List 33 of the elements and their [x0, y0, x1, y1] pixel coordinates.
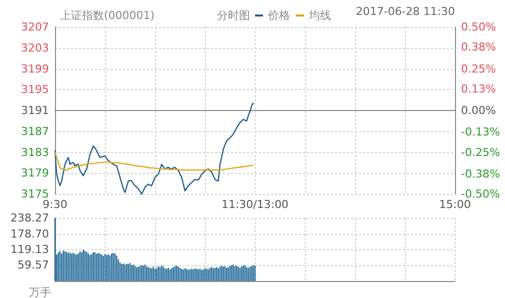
- legend-label: 价格: [267, 9, 290, 22]
- y2-tick-label: 0.25%: [461, 62, 496, 76]
- y-tick-label: 3175: [21, 188, 49, 200]
- x-tick-label: 15:00: [439, 198, 471, 211]
- y-axis-title: 万手: [29, 286, 51, 298]
- y-tick-label: 119.13: [10, 243, 49, 256]
- y2-tick-label: -0.50%: [461, 188, 500, 200]
- chart-subtitle: 分时图: [217, 9, 250, 22]
- x-tick-label: 9:30: [42, 198, 68, 211]
- y2-tick-label: 0.38%: [461, 40, 496, 54]
- x-tick-label: 11:30/13:00: [221, 198, 289, 211]
- legend-label: 均线: [308, 9, 331, 22]
- y2-tick-label: 0.50%: [461, 20, 496, 34]
- text: 2017-06-28 11:30: [356, 5, 455, 18]
- y-tick-label: 3187: [21, 124, 49, 138]
- y-tick-label: 3199: [21, 62, 49, 76]
- chart-title: 上证指数(000001): [60, 9, 155, 22]
- line-series: [54, 102, 254, 195]
- line-series: [54, 152, 254, 172]
- y-tick-label: 3203: [21, 41, 49, 54]
- y-tick-label: 59.57: [18, 258, 49, 272]
- y2-tick-label: -0.38%: [461, 167, 500, 180]
- y-tick-label: 3207: [21, 20, 49, 34]
- y2-tick-label: 0.00%: [461, 104, 496, 117]
- y-tick-label: 178.70: [10, 227, 49, 240]
- y-tick-label: 3179: [21, 166, 49, 180]
- y-tick-label: 238.27: [10, 212, 49, 224]
- y-tick-label: 3183: [21, 146, 49, 159]
- y2-tick-label: -0.25%: [461, 146, 500, 159]
- y2-tick-label: 0.13%: [461, 82, 496, 96]
- y-tick-label: 3191: [21, 104, 49, 117]
- y2-tick-label: -0.13%: [461, 126, 500, 139]
- y-tick-label: 3195: [21, 83, 49, 96]
